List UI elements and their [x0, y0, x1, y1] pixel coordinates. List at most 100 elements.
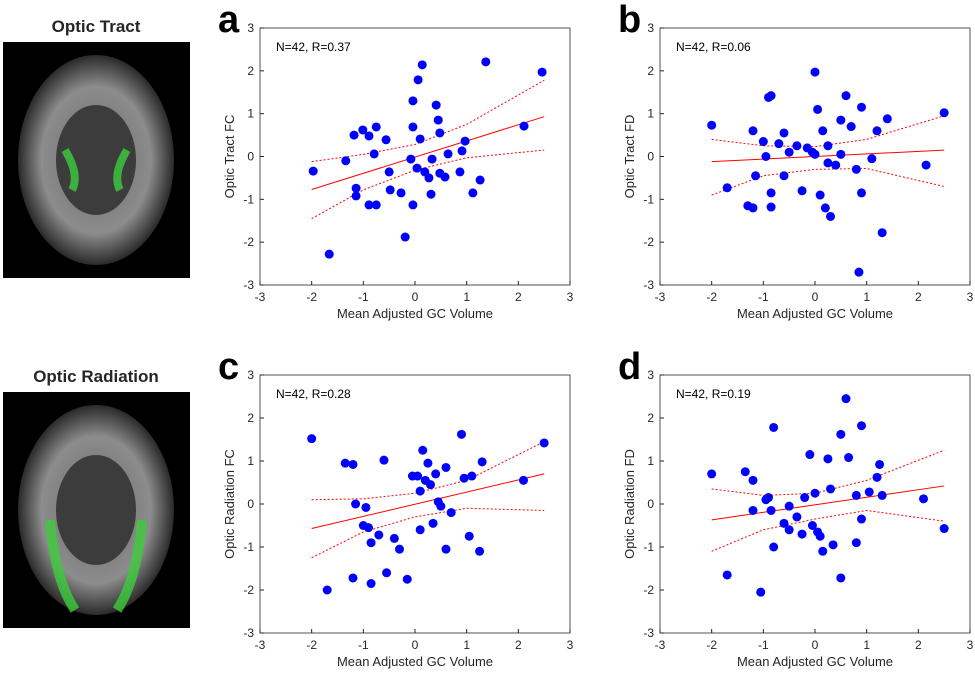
point [748, 505, 758, 515]
point [408, 96, 418, 106]
point [766, 202, 776, 212]
point [385, 185, 395, 195]
confidence-band [311, 441, 545, 501]
point [748, 475, 758, 485]
point [408, 200, 418, 210]
point [423, 458, 433, 468]
point [408, 122, 418, 132]
point [537, 67, 547, 77]
point [807, 521, 817, 530]
point [854, 267, 864, 277]
point [864, 487, 874, 497]
point [519, 121, 529, 131]
panel-label: c [218, 346, 239, 388]
point [875, 459, 885, 469]
point [308, 166, 318, 176]
x-tick-label: -1 [758, 638, 769, 652]
point [348, 459, 358, 469]
x-tick-label: -2 [706, 638, 717, 652]
point [836, 573, 846, 583]
point [455, 167, 465, 177]
y-tick-label: -2 [643, 583, 654, 597]
point [828, 540, 838, 550]
point [784, 525, 794, 535]
point [815, 190, 825, 200]
point [818, 126, 828, 136]
y-tick-label: 2 [247, 411, 254, 425]
y-tick-label: 2 [647, 411, 654, 425]
point [857, 102, 866, 112]
point [867, 154, 877, 164]
point [841, 91, 851, 101]
point [831, 160, 841, 170]
point [441, 544, 451, 554]
confidence-band [311, 507, 545, 559]
point [440, 172, 450, 182]
point [400, 232, 410, 242]
point [748, 126, 758, 136]
panel-label: b [618, 0, 641, 41]
point [379, 455, 389, 465]
y-axis-label: Optic Radiation FC [222, 449, 237, 559]
y-tick-label: -1 [243, 192, 254, 206]
y-tick-label: 2 [247, 64, 254, 78]
confidence-band [311, 149, 545, 220]
point [823, 158, 833, 168]
point [382, 568, 392, 578]
y-tick-label: 0 [647, 497, 654, 511]
y-tick-label: 0 [247, 150, 254, 164]
point [467, 471, 477, 481]
point [823, 454, 833, 464]
point [826, 211, 835, 221]
point [769, 422, 779, 432]
point [761, 152, 771, 161]
x-tick-label: -3 [655, 638, 666, 652]
point [722, 570, 732, 580]
confidence-band [711, 449, 945, 496]
point [464, 531, 474, 541]
point [758, 137, 768, 147]
point [371, 200, 381, 210]
point [844, 453, 854, 463]
point [395, 544, 404, 554]
annotation: N=42, R=0.19 [676, 387, 751, 401]
y-tick-label: -3 [243, 278, 254, 292]
point [921, 160, 931, 170]
point [774, 139, 784, 149]
point [459, 473, 469, 483]
x-tick-label: -2 [306, 290, 317, 304]
point [519, 475, 528, 485]
annotation: N=42, R=0.37 [276, 40, 351, 54]
x-tick-label: -2 [706, 290, 717, 304]
x-axis-label: Mean Adjusted GC Volume [737, 306, 893, 321]
point [460, 136, 470, 146]
point [361, 502, 371, 512]
x-tick-label: -3 [655, 290, 666, 304]
y-tick-label: 3 [647, 21, 654, 35]
point [396, 188, 406, 198]
y-tick-label: -3 [643, 278, 654, 292]
point [769, 542, 779, 552]
point [415, 525, 425, 535]
x-tick-label: 3 [567, 638, 574, 652]
point [851, 490, 861, 500]
annotation: N=42, R=0.28 [276, 387, 351, 401]
point [426, 189, 436, 199]
y-tick-label: -3 [643, 626, 654, 640]
point [818, 546, 828, 556]
point [435, 128, 445, 138]
x-tick-label: 2 [915, 290, 922, 304]
confidence-band [711, 167, 945, 196]
point [468, 188, 478, 198]
image-title: Optic Radiation [33, 367, 159, 386]
point [413, 471, 423, 481]
plot-frame [259, 27, 571, 286]
y-tick-label: 1 [647, 107, 654, 121]
point [707, 469, 717, 479]
point [441, 462, 451, 472]
point [371, 122, 381, 132]
point [857, 421, 866, 431]
y-tick-label: 2 [647, 64, 654, 78]
point [810, 149, 820, 159]
